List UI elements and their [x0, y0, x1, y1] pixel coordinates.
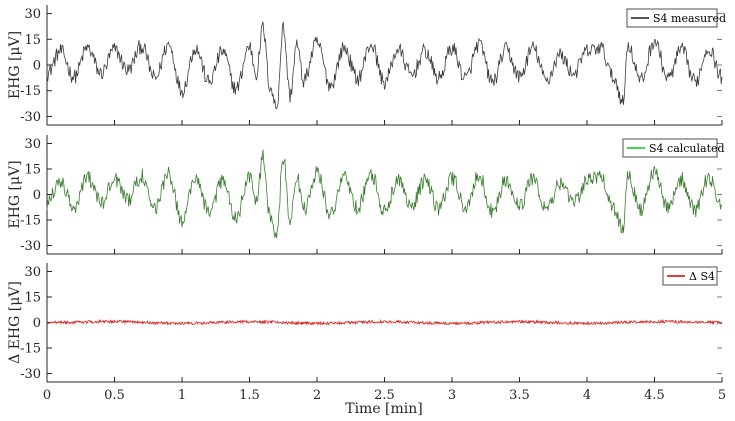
x-tick-label: 2.5 [374, 388, 395, 403]
legend-label: S4 calculated [649, 142, 725, 155]
x-tick-label: 3 [448, 388, 456, 403]
x-tick-label: 1 [178, 388, 186, 403]
legend: S4 measured [626, 8, 726, 28]
x-tick-label: 0.5 [104, 388, 125, 403]
legend-box [622, 138, 718, 158]
legend-box [662, 266, 718, 286]
y-tick-label: -15 [20, 214, 41, 229]
y-axis-label: EHG [μV] [7, 31, 23, 99]
legend: Δ S4 [662, 266, 718, 286]
y-axis-label: EHG [μV] [7, 160, 23, 228]
y-tick-label: -30 [20, 367, 41, 382]
x-tick-label: 5 [718, 388, 726, 403]
y-axis-label: Δ EHG [μV] [7, 281, 23, 364]
x-tick-label: 4 [583, 388, 591, 403]
y-tick-label: 30 [24, 137, 41, 152]
x-tick-label: 1.5 [239, 388, 260, 403]
legend-box [626, 8, 718, 28]
series-line-1 [46, 149, 723, 239]
y-tick-label: -30 [20, 110, 41, 125]
x-tick-label: 0 [43, 388, 51, 403]
x-tick-label: 3.5 [509, 388, 530, 403]
y-tick-label: 15 [24, 291, 41, 306]
y-tick-label: -15 [20, 342, 41, 357]
y-tick-label: -30 [20, 239, 41, 254]
y-tick-label: 0 [33, 59, 41, 74]
panel-3: -30 -15 0 15 30 0 0.5 1 1.5 2 2.5 3 3.5 4 4.5 5 Δ EHG [μ… [7, 263, 726, 403]
y-tick-label: 15 [24, 33, 41, 48]
legend-label: Δ S4 [689, 270, 715, 283]
series-line-1 [46, 21, 723, 110]
legend-label: S4 measured [653, 12, 726, 25]
legend: S4 calculated [622, 138, 725, 158]
y-tick-label: 30 [24, 7, 41, 22]
y-tick-label: 30 [24, 265, 41, 280]
series-line-1 [46, 318, 723, 327]
y-tick-label: -15 [20, 84, 41, 99]
y-tick-label: 15 [24, 163, 41, 178]
x-tick-label: 4.5 [644, 388, 665, 403]
x-tick-label: 2 [313, 388, 321, 403]
x-axis-label: Time [min] [345, 401, 423, 417]
y-tick-label: 0 [33, 188, 41, 203]
y-tick-label: 0 [33, 316, 41, 331]
